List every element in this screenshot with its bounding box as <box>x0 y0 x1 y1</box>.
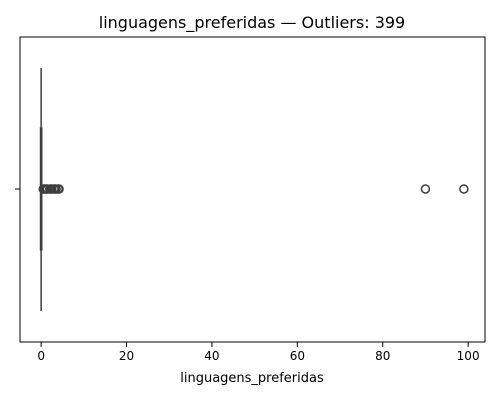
plot-frame <box>19 36 486 343</box>
outlier-points <box>38 184 469 194</box>
x-tick-label: 80 <box>375 349 390 363</box>
chart-title: linguagens_preferidas — Outliers: 399 <box>99 13 405 33</box>
x-axis-label: linguagens_preferidas <box>180 371 324 386</box>
outlier-point <box>459 184 469 194</box>
x-tick-label: 20 <box>119 349 134 363</box>
outlier-point <box>54 184 64 194</box>
x-tick-label: 60 <box>290 349 305 363</box>
x-tick-label: 40 <box>204 349 219 363</box>
x-axis: 0 20 40 60 80 100 <box>37 342 480 363</box>
outlier-point <box>420 184 431 194</box>
x-tick-label: 0 <box>37 349 45 363</box>
x-tick-label: 100 <box>457 349 480 363</box>
